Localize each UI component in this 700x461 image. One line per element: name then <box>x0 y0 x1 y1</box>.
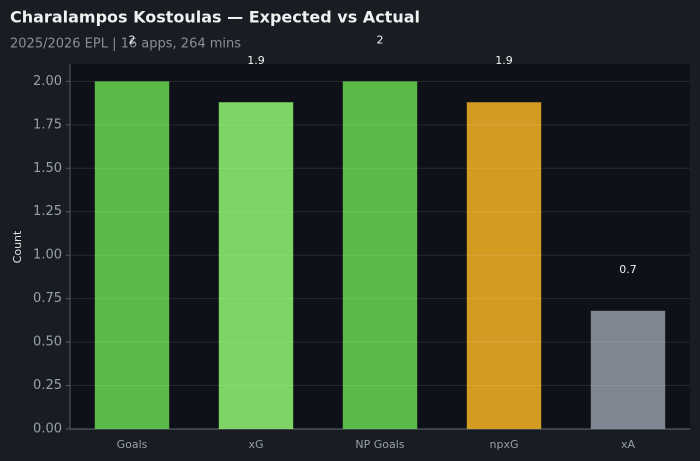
value-label: 1.9 <box>495 54 513 67</box>
x-tick-label: npxG <box>490 438 519 451</box>
y-tick-label: 1.50 <box>33 161 62 176</box>
y-tick-label: 2.00 <box>33 74 62 89</box>
y-tick-label: 1.25 <box>33 204 62 219</box>
y-tick-label: 1.00 <box>33 248 62 263</box>
chart-title: Charalampos Kostoulas — Expected vs Actu… <box>10 8 420 27</box>
bar <box>94 81 170 429</box>
value-label: 1.9 <box>247 54 265 67</box>
x-tick-label: NP Goals <box>355 438 404 451</box>
bar <box>342 81 418 429</box>
x-tick-label: xG <box>248 438 263 451</box>
y-tick-label: 1.75 <box>33 117 62 132</box>
y-tick-label: 0.75 <box>33 291 62 306</box>
bar <box>590 310 666 429</box>
value-label: 2 <box>377 33 384 46</box>
y-tick-label: 0.50 <box>33 335 62 350</box>
y-axis-label: Count <box>11 230 24 263</box>
chart-subtitle: 2025/2026 EPL | 16 apps, 264 mins <box>10 37 241 52</box>
value-label: 0.7 <box>619 263 637 276</box>
x-tick-label: xA <box>621 438 636 451</box>
y-tick-label: 0.25 <box>33 378 62 393</box>
x-tick-label: Goals <box>117 438 148 451</box>
y-tick-label: 0.00 <box>33 422 62 437</box>
value-label: 2 <box>129 33 136 46</box>
bar <box>218 102 294 429</box>
bar <box>466 102 542 429</box>
